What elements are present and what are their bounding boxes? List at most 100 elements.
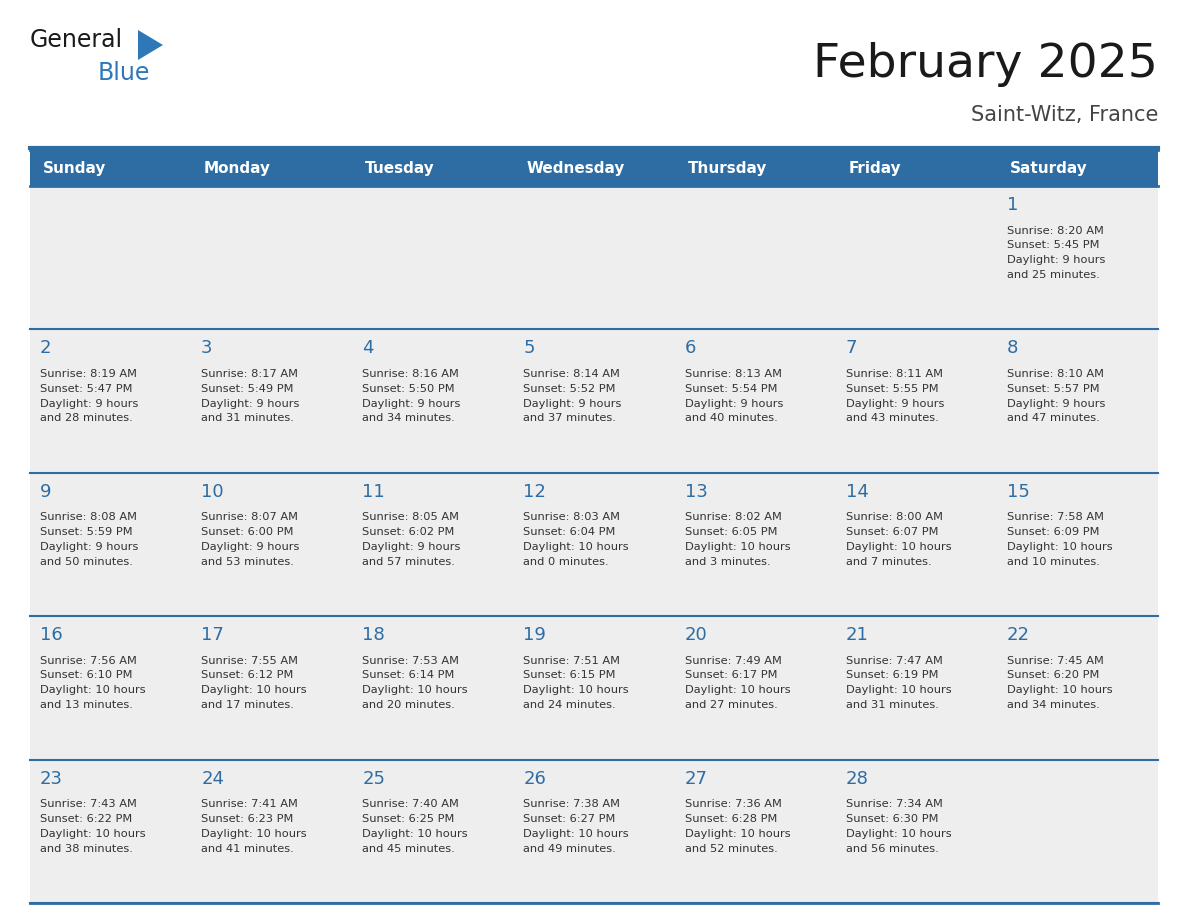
Text: Daylight: 9 hours: Daylight: 9 hours bbox=[201, 398, 299, 409]
Text: Sunset: 6:04 PM: Sunset: 6:04 PM bbox=[524, 527, 615, 537]
Text: Sunrise: 8:11 AM: Sunrise: 8:11 AM bbox=[846, 369, 943, 379]
Text: Daylight: 10 hours: Daylight: 10 hours bbox=[524, 829, 630, 839]
Text: Sunset: 5:49 PM: Sunset: 5:49 PM bbox=[201, 384, 293, 394]
Text: Daylight: 10 hours: Daylight: 10 hours bbox=[362, 829, 468, 839]
Text: and 49 minutes.: and 49 minutes. bbox=[524, 844, 617, 854]
Text: 20: 20 bbox=[684, 626, 707, 644]
Text: Sunrise: 8:19 AM: Sunrise: 8:19 AM bbox=[40, 369, 137, 379]
Text: Daylight: 9 hours: Daylight: 9 hours bbox=[201, 542, 299, 552]
Text: Daylight: 10 hours: Daylight: 10 hours bbox=[362, 686, 468, 695]
Text: Sunset: 5:55 PM: Sunset: 5:55 PM bbox=[846, 384, 939, 394]
Text: 19: 19 bbox=[524, 626, 546, 644]
Text: 4: 4 bbox=[362, 340, 374, 357]
Text: 12: 12 bbox=[524, 483, 546, 501]
Text: 24: 24 bbox=[201, 769, 225, 788]
Text: Daylight: 9 hours: Daylight: 9 hours bbox=[1007, 398, 1105, 409]
Text: and 31 minutes.: and 31 minutes. bbox=[846, 700, 939, 711]
Text: Daylight: 10 hours: Daylight: 10 hours bbox=[524, 686, 630, 695]
Text: Sunrise: 8:17 AM: Sunrise: 8:17 AM bbox=[201, 369, 298, 379]
Text: Daylight: 10 hours: Daylight: 10 hours bbox=[846, 542, 952, 552]
Text: and 53 minutes.: and 53 minutes. bbox=[201, 556, 293, 566]
Text: and 3 minutes.: and 3 minutes. bbox=[684, 556, 770, 566]
Text: Sunrise: 7:53 AM: Sunrise: 7:53 AM bbox=[362, 655, 460, 666]
Text: Sunrise: 7:49 AM: Sunrise: 7:49 AM bbox=[684, 655, 782, 666]
Text: 2: 2 bbox=[40, 340, 51, 357]
Text: Sunrise: 7:55 AM: Sunrise: 7:55 AM bbox=[201, 655, 298, 666]
Bar bbox=[30, 150, 1158, 186]
Text: Sunrise: 7:43 AM: Sunrise: 7:43 AM bbox=[40, 799, 137, 809]
Text: Daylight: 10 hours: Daylight: 10 hours bbox=[1007, 542, 1112, 552]
Text: February 2025: February 2025 bbox=[813, 42, 1158, 87]
Text: Sunrise: 7:34 AM: Sunrise: 7:34 AM bbox=[846, 799, 942, 809]
Text: Sunset: 5:47 PM: Sunset: 5:47 PM bbox=[40, 384, 133, 394]
Text: Daylight: 9 hours: Daylight: 9 hours bbox=[1007, 255, 1105, 265]
Text: Daylight: 9 hours: Daylight: 9 hours bbox=[362, 542, 461, 552]
Text: 17: 17 bbox=[201, 626, 225, 644]
Text: Sunrise: 7:47 AM: Sunrise: 7:47 AM bbox=[846, 655, 942, 666]
Text: 1: 1 bbox=[1007, 196, 1018, 214]
Text: Sunset: 6:09 PM: Sunset: 6:09 PM bbox=[1007, 527, 1099, 537]
Text: Daylight: 9 hours: Daylight: 9 hours bbox=[684, 398, 783, 409]
Text: Sunset: 6:10 PM: Sunset: 6:10 PM bbox=[40, 670, 133, 680]
Text: Daylight: 10 hours: Daylight: 10 hours bbox=[684, 829, 790, 839]
Text: 25: 25 bbox=[362, 769, 385, 788]
Text: 16: 16 bbox=[40, 626, 63, 644]
Text: and 7 minutes.: and 7 minutes. bbox=[846, 556, 931, 566]
Text: and 34 minutes.: and 34 minutes. bbox=[362, 413, 455, 423]
Text: General: General bbox=[30, 28, 124, 52]
Text: Sunrise: 7:56 AM: Sunrise: 7:56 AM bbox=[40, 655, 137, 666]
Bar bbox=[30, 473, 1158, 616]
Text: and 25 minutes.: and 25 minutes. bbox=[1007, 270, 1100, 280]
Polygon shape bbox=[138, 30, 163, 60]
Text: Daylight: 9 hours: Daylight: 9 hours bbox=[846, 398, 944, 409]
Text: Monday: Monday bbox=[204, 161, 271, 175]
Text: Sunset: 6:00 PM: Sunset: 6:00 PM bbox=[201, 527, 293, 537]
Text: and 43 minutes.: and 43 minutes. bbox=[846, 413, 939, 423]
Text: Sunrise: 7:40 AM: Sunrise: 7:40 AM bbox=[362, 799, 459, 809]
Text: Sunset: 6:25 PM: Sunset: 6:25 PM bbox=[362, 814, 455, 823]
Bar bbox=[30, 759, 1158, 903]
Text: 28: 28 bbox=[846, 769, 868, 788]
Text: Daylight: 10 hours: Daylight: 10 hours bbox=[846, 829, 952, 839]
Text: and 31 minutes.: and 31 minutes. bbox=[201, 413, 293, 423]
Text: Sunset: 5:54 PM: Sunset: 5:54 PM bbox=[684, 384, 777, 394]
Text: 14: 14 bbox=[846, 483, 868, 501]
Text: and 52 minutes.: and 52 minutes. bbox=[684, 844, 777, 854]
Text: Friday: Friday bbox=[848, 161, 902, 175]
Text: and 37 minutes.: and 37 minutes. bbox=[524, 413, 617, 423]
Text: 22: 22 bbox=[1007, 626, 1030, 644]
Text: and 13 minutes.: and 13 minutes. bbox=[40, 700, 133, 711]
Text: Sunrise: 7:58 AM: Sunrise: 7:58 AM bbox=[1007, 512, 1104, 522]
Text: 11: 11 bbox=[362, 483, 385, 501]
Text: Daylight: 10 hours: Daylight: 10 hours bbox=[201, 686, 307, 695]
Text: and 56 minutes.: and 56 minutes. bbox=[846, 844, 939, 854]
Text: 3: 3 bbox=[201, 340, 213, 357]
Text: Daylight: 9 hours: Daylight: 9 hours bbox=[524, 398, 621, 409]
Text: 27: 27 bbox=[684, 769, 708, 788]
Text: and 17 minutes.: and 17 minutes. bbox=[201, 700, 293, 711]
Text: Sunrise: 7:41 AM: Sunrise: 7:41 AM bbox=[201, 799, 298, 809]
Text: Sunrise: 7:51 AM: Sunrise: 7:51 AM bbox=[524, 655, 620, 666]
Text: Sunset: 6:20 PM: Sunset: 6:20 PM bbox=[1007, 670, 1099, 680]
Text: and 57 minutes.: and 57 minutes. bbox=[362, 556, 455, 566]
Text: Sunrise: 8:07 AM: Sunrise: 8:07 AM bbox=[201, 512, 298, 522]
Text: Sunset: 6:22 PM: Sunset: 6:22 PM bbox=[40, 814, 132, 823]
Text: 26: 26 bbox=[524, 769, 546, 788]
Text: Sunrise: 8:03 AM: Sunrise: 8:03 AM bbox=[524, 512, 620, 522]
Text: Sunrise: 8:00 AM: Sunrise: 8:00 AM bbox=[846, 512, 943, 522]
Text: Sunrise: 8:02 AM: Sunrise: 8:02 AM bbox=[684, 512, 782, 522]
Text: and 0 minutes.: and 0 minutes. bbox=[524, 556, 609, 566]
Text: Sunrise: 8:14 AM: Sunrise: 8:14 AM bbox=[524, 369, 620, 379]
Text: and 24 minutes.: and 24 minutes. bbox=[524, 700, 617, 711]
Text: 7: 7 bbox=[846, 340, 858, 357]
Text: Daylight: 10 hours: Daylight: 10 hours bbox=[201, 829, 307, 839]
Text: Sunset: 6:30 PM: Sunset: 6:30 PM bbox=[846, 814, 939, 823]
Text: and 34 minutes.: and 34 minutes. bbox=[1007, 700, 1100, 711]
Text: Sunrise: 7:38 AM: Sunrise: 7:38 AM bbox=[524, 799, 620, 809]
Text: Sunrise: 7:45 AM: Sunrise: 7:45 AM bbox=[1007, 655, 1104, 666]
Text: Sunset: 5:50 PM: Sunset: 5:50 PM bbox=[362, 384, 455, 394]
Text: Sunrise: 8:05 AM: Sunrise: 8:05 AM bbox=[362, 512, 460, 522]
Text: Sunset: 6:23 PM: Sunset: 6:23 PM bbox=[201, 814, 293, 823]
Text: Saturday: Saturday bbox=[1010, 161, 1087, 175]
Text: Sunrise: 8:13 AM: Sunrise: 8:13 AM bbox=[684, 369, 782, 379]
